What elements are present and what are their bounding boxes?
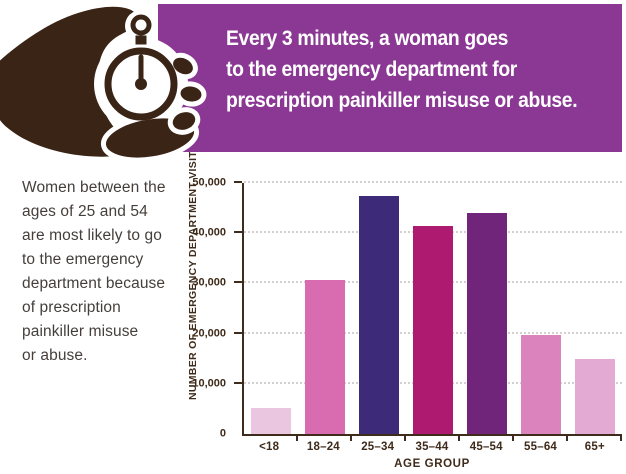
x-tick-mark: [457, 434, 460, 441]
bar-cell: [298, 183, 352, 434]
bar-65+: [575, 359, 615, 434]
plot-area: [234, 181, 622, 441]
y-tick-mark: [234, 231, 242, 234]
bar-35–44: [413, 225, 453, 434]
hand-silhouette: [0, 6, 142, 157]
x-axis-tick-labels: <18 18–24 25–34 35–44 45–54 55–64 65+: [242, 441, 622, 453]
stopwatch-crown-stem: [132, 32, 150, 48]
callout-line: painkiller misuse: [22, 323, 139, 340]
callout-line: ages of 25 and 54: [22, 203, 148, 220]
x-tick-label: 18–24: [306, 441, 340, 453]
bar-<18: [251, 407, 291, 434]
headline-line-3: prescription painkiller misuse or abuse.: [226, 88, 578, 112]
stopwatch-crown-ring: [130, 14, 152, 36]
y-tick-label: 10,000: [192, 377, 226, 390]
finger-tip-1: [168, 52, 198, 80]
bar-45–54: [467, 213, 507, 434]
headline-line-1: Every 3 minutes, a woman goes: [226, 26, 509, 50]
callout-line: of prescription: [22, 299, 121, 316]
bar-cell: [568, 183, 622, 434]
x-tick-mark: [404, 434, 406, 441]
x-tick-mark: [512, 434, 514, 441]
x-tick-mark: [566, 434, 568, 441]
x-tick-mark: [620, 434, 622, 441]
gridline-50,000: [244, 181, 622, 183]
x-tick-label: 55–64: [524, 441, 558, 453]
callout-line: department because: [22, 275, 166, 292]
bar-55–64: [521, 334, 561, 434]
y-tick-mark: [234, 281, 242, 284]
y-tick-label: 20,000: [192, 327, 226, 340]
x-tick-label: 45–54: [469, 441, 503, 453]
x-tick-label: 25–34: [361, 441, 395, 453]
finger-tip-3: [167, 107, 201, 135]
bar-cell: [406, 183, 460, 434]
bar-cell: [244, 183, 298, 434]
y-axis-tick-labels: 0 10,000 20,000 30,000 40,000 50,000: [176, 177, 234, 439]
x-tick-mark: [295, 434, 298, 441]
y-tick-label: 0: [219, 427, 226, 440]
finger-tip-2: [175, 81, 207, 107]
stopwatch-needle-hub: [135, 78, 147, 90]
callout-line: are most likely to go: [22, 227, 162, 244]
x-tick-label: 65+: [584, 441, 605, 453]
x-axis-title: AGE GROUP: [394, 458, 470, 470]
x-tick-mark: [349, 434, 352, 441]
callout-line: to the emergency: [22, 251, 144, 268]
headline-banner: Every 3 minutes, a woman goes to the eme…: [158, 4, 622, 152]
callout-text: Women between the ages of 25 and 54 are …: [22, 176, 194, 368]
bar-series: [244, 183, 622, 434]
headline-line-2: to the emergency department for: [226, 57, 517, 81]
callout-line: or abuse.: [22, 347, 88, 364]
callout-line: Women between the: [22, 179, 166, 196]
y-tick-mark: [234, 381, 242, 384]
y-tick-label: 40,000: [192, 226, 226, 239]
bar-cell: [514, 183, 568, 434]
y-tick-label: 50,000: [192, 176, 226, 189]
bar-cell: [352, 183, 406, 434]
bar-cell: [460, 183, 514, 434]
x-tick-label: <18: [259, 441, 280, 453]
y-tick-mark: [234, 331, 242, 334]
x-tick-label: 35–44: [415, 441, 449, 453]
y-tick-mark: [234, 181, 242, 183]
y-tick-label: 30,000: [192, 276, 226, 289]
hand-holding-stopwatch-icon: [0, 6, 207, 162]
bar-25–34: [359, 195, 399, 434]
bar-18–24: [305, 279, 345, 434]
